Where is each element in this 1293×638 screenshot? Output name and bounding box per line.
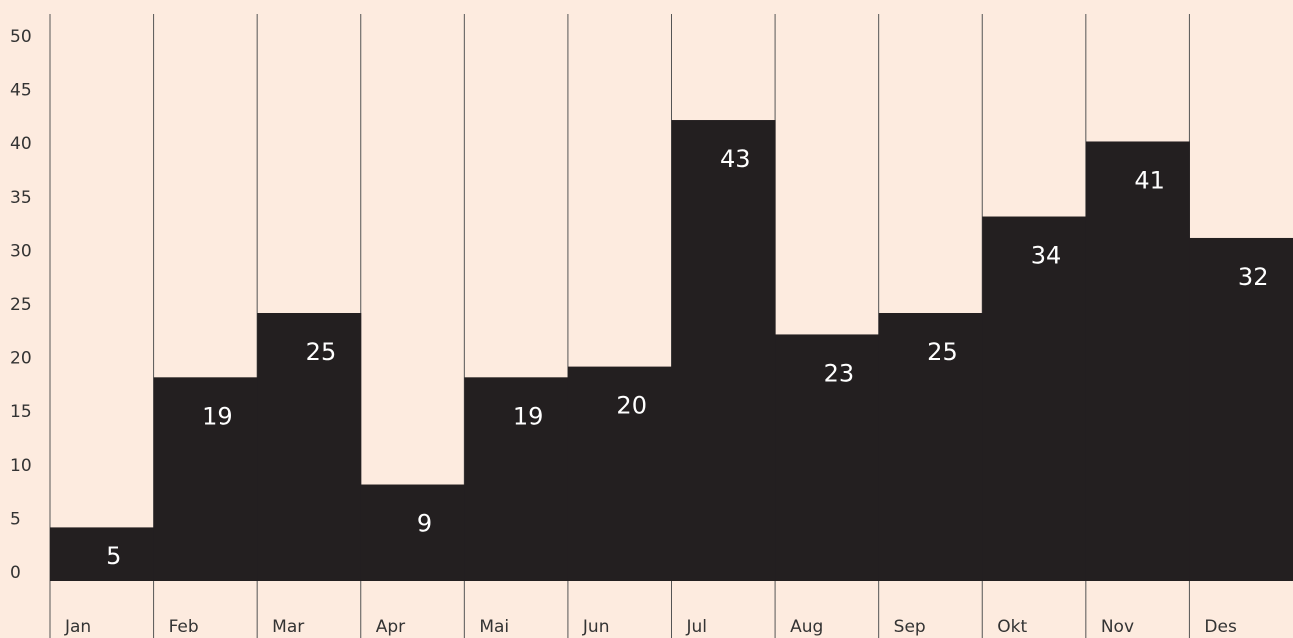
y-tick-label: 15	[10, 402, 32, 422]
value-label: 9	[417, 510, 432, 538]
x-tick-label: Jan	[64, 617, 91, 637]
x-tick-label: Sep	[894, 617, 926, 637]
value-label: 25	[927, 338, 958, 366]
value-label: 19	[202, 402, 233, 430]
y-tick-label: 35	[10, 188, 32, 208]
value-label: 20	[616, 392, 647, 420]
x-tick-label: Des	[1204, 617, 1237, 637]
value-label: 25	[306, 338, 337, 366]
value-label: 32	[1238, 263, 1269, 291]
x-tick-label: Aug	[790, 617, 823, 637]
x-tick-label: Mar	[272, 617, 304, 637]
bar	[464, 377, 569, 581]
bar	[567, 366, 672, 581]
value-label: 43	[720, 145, 751, 173]
bar	[1189, 237, 1293, 581]
value-label: 41	[1134, 166, 1165, 194]
bar	[775, 334, 880, 581]
value-label: 19	[513, 402, 544, 430]
value-label: 23	[824, 359, 855, 387]
y-tick-label: 30	[10, 241, 32, 261]
y-tick-label: 20	[10, 349, 32, 369]
y-tick-label: 40	[10, 134, 32, 154]
x-tick-label: Feb	[169, 617, 199, 637]
y-tick-label: 10	[10, 456, 32, 476]
bar	[50, 527, 155, 581]
value-label: 34	[1031, 242, 1062, 270]
y-tick-label: 0	[10, 563, 21, 583]
y-tick-label: 45	[10, 81, 32, 101]
x-tick-label: Apr	[376, 617, 405, 637]
bar	[360, 484, 465, 581]
y-tick-label: 25	[10, 295, 32, 315]
bar	[1085, 141, 1190, 582]
value-label: 5	[106, 542, 121, 570]
y-tick-label: 5	[10, 509, 21, 529]
x-tick-label: Okt	[997, 617, 1027, 637]
bar	[982, 216, 1087, 581]
bar	[153, 377, 258, 581]
y-tick-label: 50	[10, 27, 32, 47]
x-tick-label: Nov	[1101, 617, 1134, 637]
bar	[257, 313, 362, 581]
x-tick-label: Jun	[582, 617, 610, 637]
bar	[878, 313, 983, 581]
x-tick-label: Jul	[686, 617, 708, 637]
bar	[671, 120, 776, 581]
x-tick-label: Mai	[479, 617, 509, 637]
